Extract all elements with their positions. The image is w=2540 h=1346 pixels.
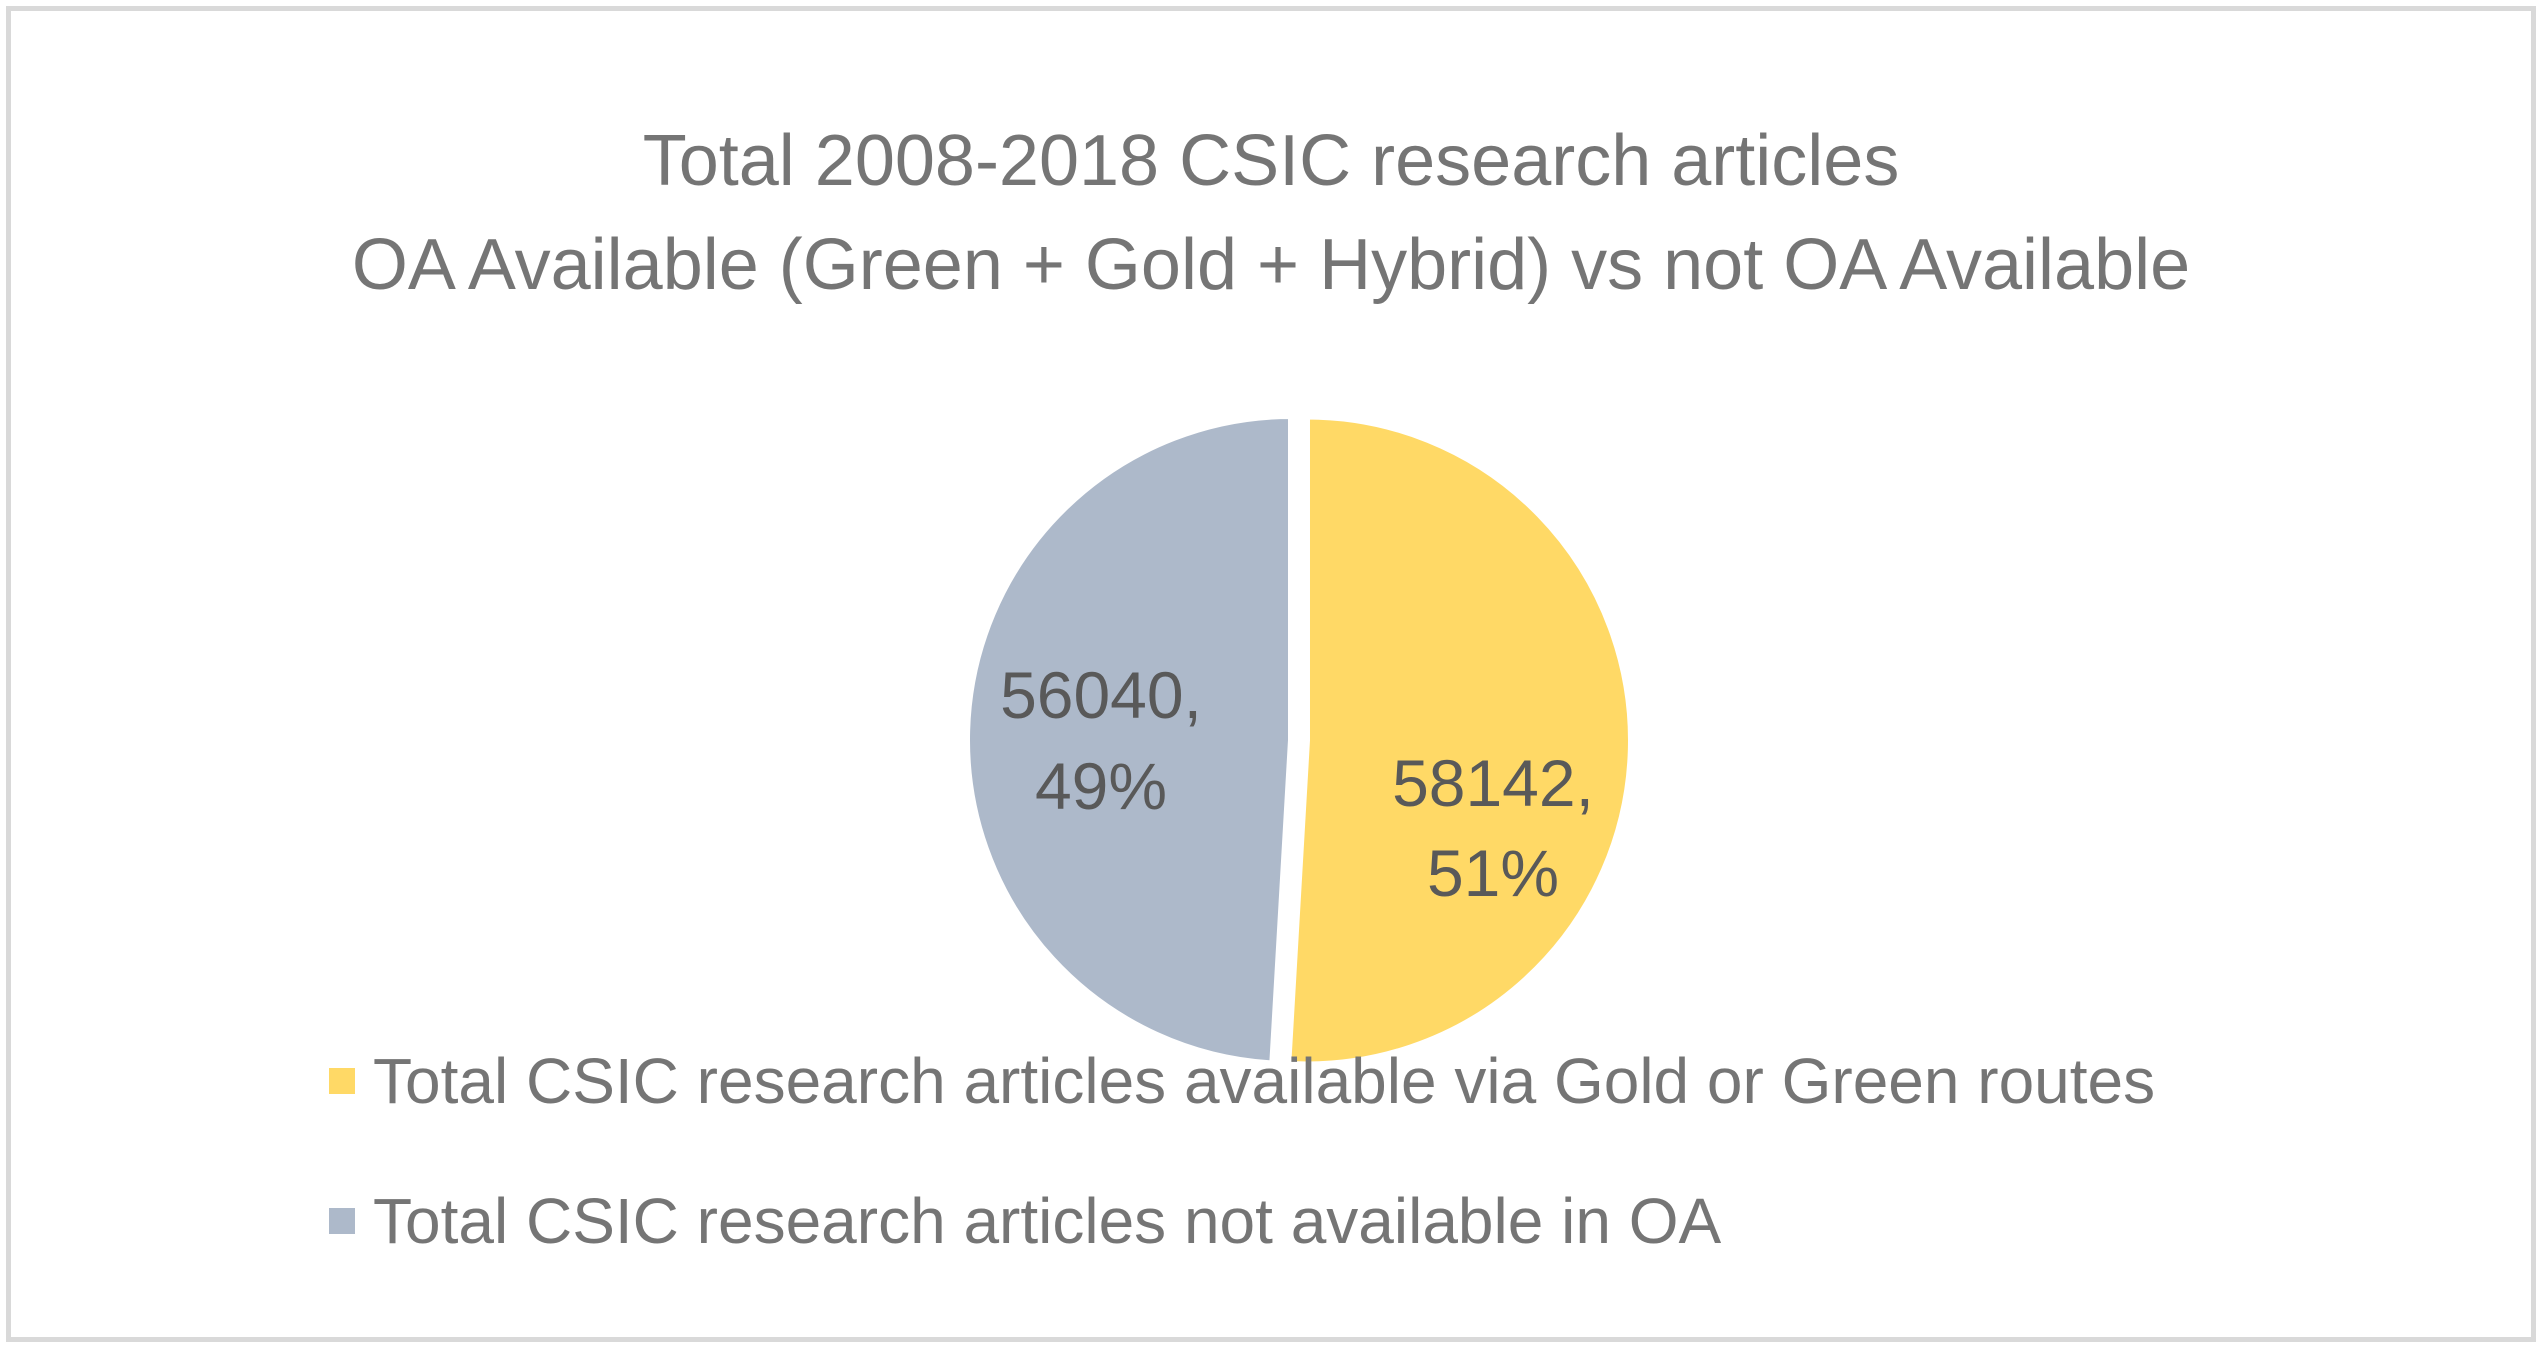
- legend-item-oa-available: Total CSIC research articles available v…: [329, 1044, 2155, 1118]
- slice-label-oa-percent: 51%: [1427, 836, 1559, 910]
- chart-title: Total 2008-2018 CSIC research articles O…: [11, 109, 2531, 317]
- slice-label-not-oa-value: 56040,: [1000, 658, 1202, 732]
- chart-title-line-1: Total 2008-2018 CSIC research articles: [642, 121, 1900, 201]
- slice-label-not-oa-percent: 49%: [1035, 749, 1167, 823]
- pie-chart: 58142, 51% 56040, 49%: [963, 412, 1634, 1068]
- pie-slice-not-oa: [963, 412, 1294, 1067]
- pie-slices: [963, 412, 1634, 1068]
- legend-item-not-oa: Total CSIC research articles not availab…: [329, 1184, 1721, 1258]
- chart-title-line-2: OA Available (Green + Gold + Hybrid) vs …: [351, 225, 2191, 305]
- legend-label-oa-available: Total CSIC research articles available v…: [373, 1045, 2156, 1117]
- chart-frame: Total 2008-2018 CSIC research articles O…: [6, 6, 2536, 1342]
- pie-slice-oa-available: [1285, 413, 1634, 1068]
- slice-label-oa-value: 58142,: [1392, 746, 1594, 820]
- legend-swatch-not-oa: [329, 1208, 355, 1234]
- legend-swatch-oa-available: [329, 1068, 355, 1094]
- legend-label-not-oa: Total CSIC research articles not availab…: [373, 1185, 1722, 1257]
